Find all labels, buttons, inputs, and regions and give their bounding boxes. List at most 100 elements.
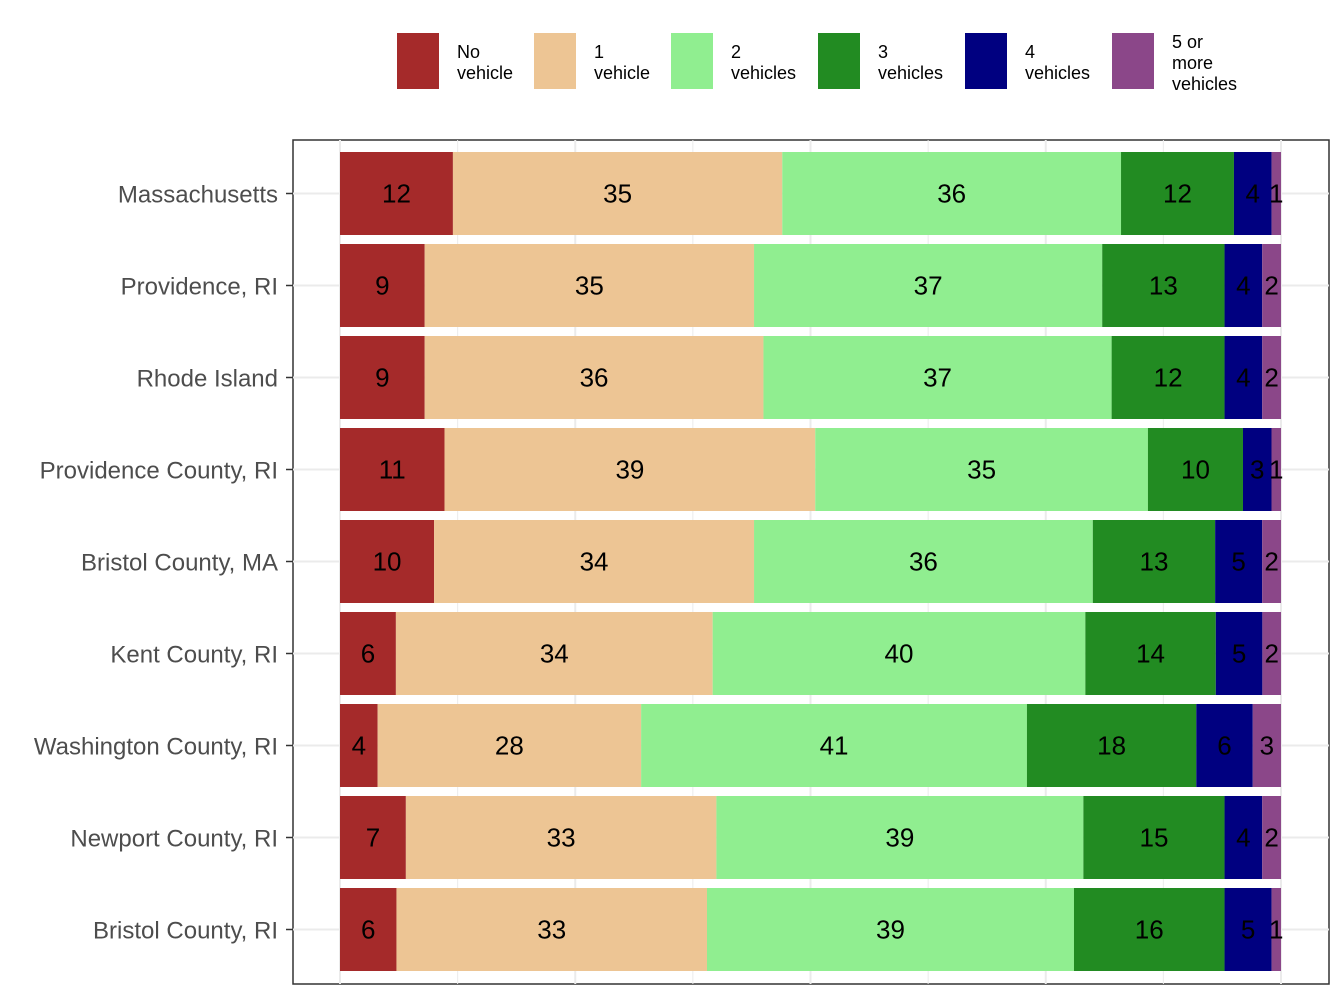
bar-segment-1 — [340, 428, 445, 511]
data-label: 9 — [375, 363, 389, 393]
bar-segment-3 — [782, 152, 1122, 235]
y-axis: Massachusetts Providence, RI Rhode Island P… — [34, 182, 293, 945]
data-label: 4 — [1236, 823, 1250, 853]
legend-label: more — [1172, 53, 1213, 73]
bar-segment-4 — [1121, 152, 1234, 235]
bar-segment-2 — [405, 796, 717, 879]
bar-segment-5 — [1224, 336, 1263, 419]
legend-swatch — [671, 33, 713, 89]
data-label: 37 — [923, 363, 952, 393]
bar-segment-3 — [754, 244, 1103, 327]
data-label: 3 — [1250, 455, 1264, 485]
bar-segment-2 — [395, 612, 713, 695]
legend-swatch — [818, 33, 860, 89]
data-label: 4 — [1236, 363, 1250, 393]
bar-segment-6 — [1262, 244, 1281, 327]
legend-swatch — [534, 33, 576, 89]
legend-label: 2 — [731, 42, 741, 62]
bar-segment-4 — [1092, 520, 1216, 603]
data-label: 4 — [1246, 179, 1260, 209]
bar-segment-6 — [1262, 336, 1281, 419]
y-tick-label: Kent County, RI — [110, 642, 278, 669]
data-label: 39 — [876, 915, 905, 945]
data-label: 13 — [1149, 271, 1178, 301]
data-label: 33 — [547, 823, 576, 853]
bar-segment-6 — [1271, 152, 1281, 235]
bars — [340, 152, 1281, 971]
bar-segment-1 — [340, 244, 425, 327]
bar-segment-4 — [1083, 796, 1225, 879]
bar-segment-5 — [1224, 796, 1263, 879]
bar-segment-4 — [1102, 244, 1225, 327]
bar-segment-4 — [1073, 888, 1225, 971]
data-label: 35 — [967, 455, 996, 485]
data-label: 2 — [1264, 823, 1278, 853]
data-label: 5 — [1231, 547, 1245, 577]
legend-label: vehicles — [878, 63, 943, 83]
data-label: 10 — [373, 547, 402, 577]
bar-segment-5 — [1242, 428, 1272, 511]
data-label: 1 — [1269, 179, 1283, 209]
data-label: 34 — [540, 639, 569, 669]
bar-segment-6 — [1252, 704, 1281, 787]
legend-swatch — [1112, 33, 1154, 89]
data-label: 2 — [1264, 363, 1278, 393]
bar-segment-3 — [706, 888, 1074, 971]
bar-segment-3 — [763, 336, 1112, 419]
bar-segment-4 — [1147, 428, 1243, 511]
bar-segment-1 — [340, 152, 453, 235]
data-label: 2 — [1264, 547, 1278, 577]
data-label: 40 — [885, 639, 914, 669]
data-label: 1 — [1269, 915, 1283, 945]
y-tick-label: Bristol County, MA — [81, 550, 278, 577]
y-tick-label: Rhode Island — [137, 366, 278, 393]
data-label: 33 — [537, 915, 566, 945]
data-label: 7 — [366, 823, 380, 853]
data-label: 16 — [1135, 915, 1164, 945]
data-label: 14 — [1136, 639, 1165, 669]
legend-swatch — [965, 33, 1007, 89]
bar-segment-6 — [1262, 612, 1281, 695]
legend-label: No — [457, 42, 480, 62]
data-label: 35 — [575, 271, 604, 301]
y-tick-label: Bristol County, RI — [93, 918, 278, 945]
bar-segment-2 — [434, 520, 755, 603]
data-label: 9 — [375, 271, 389, 301]
bar-segment-4 — [1026, 704, 1197, 787]
bar-segment-5 — [1215, 520, 1263, 603]
data-label: 11 — [379, 455, 406, 485]
data-label: 2 — [1264, 639, 1278, 669]
data-label: 5 — [1241, 915, 1255, 945]
data-label: 5 — [1232, 639, 1246, 669]
bar-segment-1 — [340, 888, 397, 971]
bar-segment-5 — [1196, 704, 1253, 787]
bar-segment-3 — [716, 796, 1084, 879]
data-label: 18 — [1097, 731, 1126, 761]
data-label: 3 — [1260, 731, 1274, 761]
data-label: 37 — [914, 271, 943, 301]
data-label: 36 — [937, 179, 966, 209]
legend-label: vehicles — [731, 63, 796, 83]
bar-segment-2 — [396, 888, 707, 971]
data-label: 10 — [1181, 455, 1210, 485]
y-tick-label: Washington County, RI — [34, 734, 278, 761]
bar-segment-1 — [340, 520, 435, 603]
data-label: 41 — [820, 731, 849, 761]
data-label: 35 — [603, 179, 632, 209]
data-label: 36 — [580, 363, 609, 393]
data-label: 12 — [1154, 363, 1183, 393]
legend-label: vehicles — [1025, 63, 1090, 83]
data-label: 13 — [1140, 547, 1169, 577]
data-label: 36 — [909, 547, 938, 577]
data-label: 34 — [580, 547, 609, 577]
data-label: 6 — [361, 915, 375, 945]
bar-segment-4 — [1111, 336, 1225, 419]
legend-label: 5 or — [1172, 32, 1203, 52]
legend-label: 1 — [594, 42, 604, 62]
bar-segment-1 — [340, 612, 396, 695]
data-labels: 12 35 36 12 4 19 35 37 13 4 29 36 37 12 4 211 39 35 10 3 110… — [352, 179, 1284, 945]
legend-swatch — [397, 33, 439, 89]
bar-segment-6 — [1262, 796, 1281, 879]
bar-segment-5 — [1233, 152, 1272, 235]
